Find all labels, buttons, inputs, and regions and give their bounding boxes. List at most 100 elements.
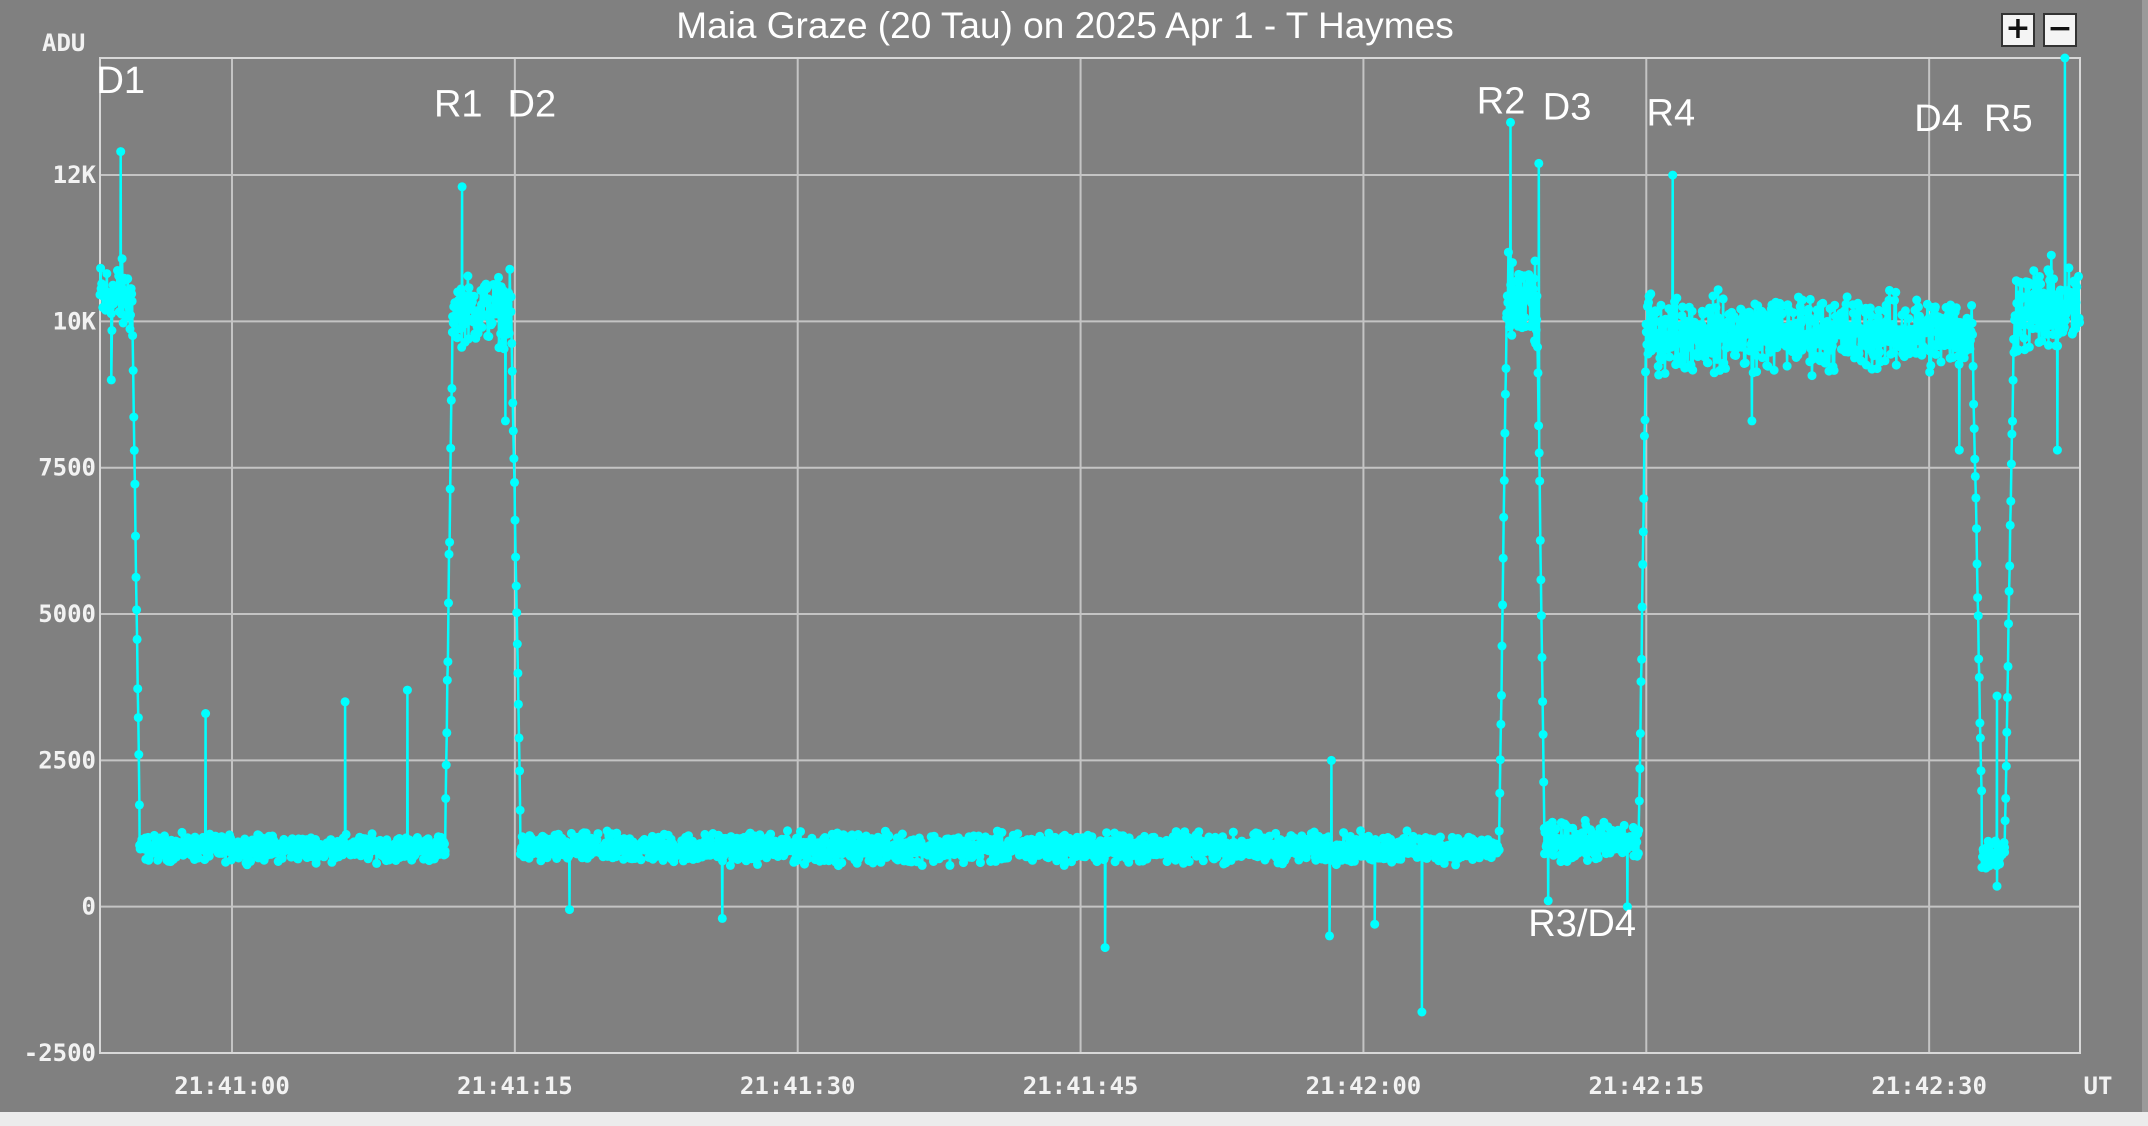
data-point [1904,314,1914,324]
y-tick-label: 2500 [38,746,96,774]
data-point [177,827,187,837]
y-axis: -2500 0 2500 5000 7500 10K 12K [24,161,97,1067]
data-point [1977,786,1987,796]
data-point [134,750,144,759]
data-point [116,147,126,157]
data-point [1495,788,1505,798]
data-point [1796,307,1806,317]
grid [100,58,2080,1054]
data-point [1752,367,1762,377]
data-point [1503,247,1513,257]
data-point [1880,356,1890,366]
data-point [1874,347,1884,357]
x-tick-label: 21:42:15 [1588,1072,1704,1100]
data-point [2016,294,2026,304]
data-point [2007,429,2017,439]
data-point [446,395,456,405]
data-point [1668,170,1678,180]
data-point [2035,272,2044,281]
data-point [1830,300,1840,310]
y-tick-label: 7500 [38,454,96,482]
data-point [372,858,382,868]
data-point [2009,334,2019,344]
data-point [1632,837,1642,847]
x-axis: 21:41:00 21:41:15 21:41:30 21:41:45 21:42:00… [174,1072,1987,1100]
data-point [2046,250,2056,260]
data-point [1890,295,1900,305]
data-point [1917,350,1927,360]
x-tick-label: 21:41:00 [174,1072,290,1100]
data-point [2072,282,2082,292]
data-point [1829,365,1839,375]
data-point [494,272,503,282]
data-point [511,552,521,562]
data-point [1549,850,1558,860]
data-point [507,366,517,376]
data-point [128,366,138,375]
data-point [2001,761,2011,771]
data-point [1496,719,1506,729]
data-point [1527,298,1537,308]
data-point [1533,342,1542,352]
event-annotation: D3 [1543,86,1592,128]
data-point [1668,307,1678,317]
data-point [2066,287,2076,297]
data-point [1194,827,1204,837]
data-point [512,639,522,649]
data-point [2014,328,2023,337]
data-point [1656,300,1666,310]
data-point [2052,445,2062,455]
data-point [2075,317,2085,327]
data-point [2001,793,2011,803]
data-point [1900,306,1910,316]
data-point [1583,856,1592,865]
data-point [1974,672,1984,682]
data-point [2053,341,2063,351]
data-point [505,264,515,274]
data-point [2000,842,2010,852]
data-point [1497,690,1506,700]
data-point [959,858,968,868]
data-point [1507,258,1517,268]
data-point [1529,274,1539,284]
data-point [1954,359,1964,369]
data-point [160,831,169,841]
data-point [2036,279,2046,289]
data-point [975,858,985,868]
event-annotation: R2 [1477,81,1526,123]
zoom-out-button[interactable]: − [2043,13,2077,47]
data-point [1874,305,1884,315]
data-point [1813,311,1823,321]
data-point [1967,318,1977,328]
data-point [1721,363,1730,373]
data-point [1577,828,1587,838]
data-point [509,454,519,464]
series-layer [95,53,2085,1017]
x-tick-label: 21:42:00 [1306,1072,1422,1100]
data-point [1854,349,1864,358]
data-point [1532,291,1542,301]
data-point [1842,292,1852,302]
data-point [1506,117,1515,127]
data-point [1971,493,1981,503]
data-point [2060,53,2070,63]
data-point [945,860,955,870]
data-point [1536,611,1546,621]
data-point [1198,856,1208,866]
data-point [766,829,776,839]
data-point [2000,816,2010,826]
data-point [1499,512,1509,522]
data-point [1970,454,1980,464]
data-point [1140,831,1149,841]
data-point [442,728,452,738]
data-point [515,805,525,815]
data-point [131,531,140,541]
data-point [1865,303,1875,313]
zoom-in-button[interactable]: + [2001,13,2035,47]
data-point [2006,496,2016,506]
data-point [1325,931,1334,941]
data-point [1713,285,1723,295]
data-point [2044,267,2054,277]
data-point [1124,833,1134,843]
data-point [457,182,467,192]
